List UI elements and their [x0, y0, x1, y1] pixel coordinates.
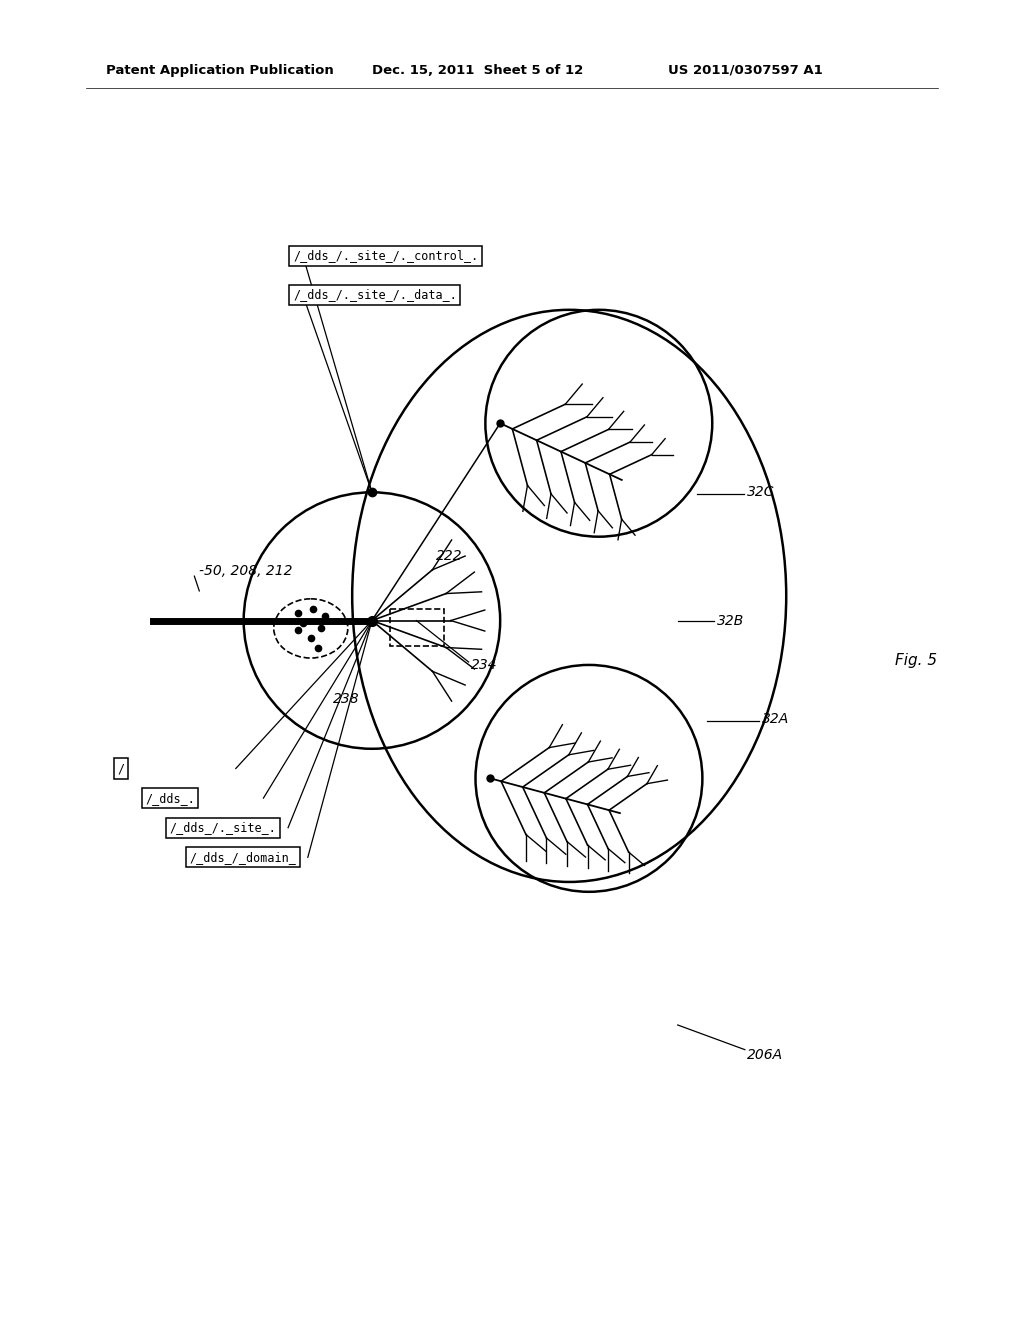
- Text: US 2011/0307597 A1: US 2011/0307597 A1: [668, 63, 822, 77]
- Text: /_dds_.: /_dds_.: [145, 792, 195, 805]
- Text: 32B: 32B: [717, 614, 744, 627]
- Text: 206A: 206A: [746, 1048, 783, 1061]
- Text: 32A: 32A: [762, 713, 788, 726]
- Text: Patent Application Publication: Patent Application Publication: [105, 63, 334, 77]
- Text: /_dds_/_domain_: /_dds_/_domain_: [189, 851, 296, 863]
- Text: 222: 222: [436, 549, 463, 564]
- Text: /_dds_/._site_/._control_.: /_dds_/._site_/._control_.: [293, 249, 478, 263]
- Text: 234: 234: [471, 657, 498, 672]
- Text: /_dds_/._site_.: /_dds_/._site_.: [170, 821, 276, 834]
- Text: Fig. 5: Fig. 5: [895, 652, 937, 668]
- Text: Dec. 15, 2011  Sheet 5 of 12: Dec. 15, 2011 Sheet 5 of 12: [372, 63, 584, 77]
- Text: -50, 208, 212: -50, 208, 212: [200, 564, 293, 578]
- Text: /_dds_/._site_/._data_.: /_dds_/._site_/._data_.: [293, 289, 457, 301]
- Text: /: /: [118, 762, 125, 775]
- Bar: [390, 609, 444, 647]
- Text: 238: 238: [333, 693, 359, 706]
- Text: 32C: 32C: [746, 486, 774, 499]
